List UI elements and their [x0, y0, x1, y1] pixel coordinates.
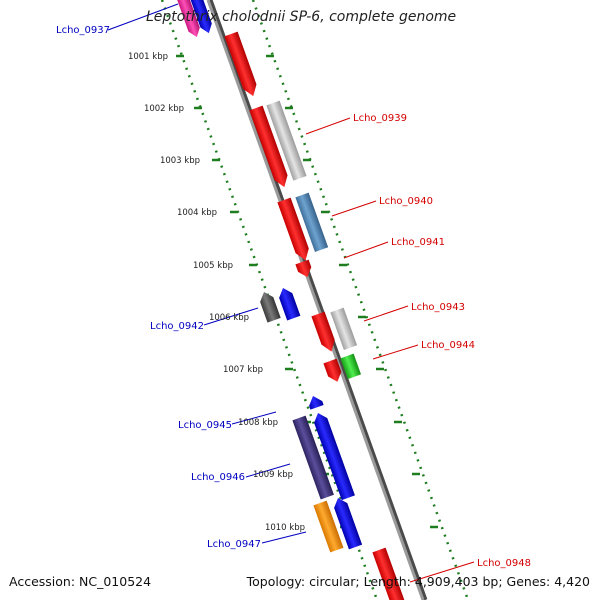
leader-lcho-0947	[261, 531, 307, 544]
gene-label-lcho-0937[interactable]: Lcho_0937	[56, 25, 110, 36]
leader-lcho-0944	[372, 344, 419, 360]
gene-lcho-0936-arrow[interactable]	[174, 0, 202, 39]
gene-label-lcho-0940[interactable]: Lcho_0940	[379, 196, 433, 207]
gene-arrows	[174, 0, 406, 600]
tick-label-1008: 1008 kbp	[238, 418, 278, 428]
leader-lcho-0948	[409, 561, 475, 583]
tick-label-1004: 1004 kbp	[177, 208, 217, 218]
leader-lcho-0946	[245, 463, 291, 478]
gene-blue-arrow-short[interactable]	[331, 496, 363, 550]
gene-label-lcho-0942[interactable]: Lcho_0942	[150, 321, 204, 332]
gene-label-lcho-0947[interactable]: Lcho_0947	[207, 539, 261, 550]
leader-lcho-0945	[231, 411, 277, 425]
leader-lcho-0941	[343, 241, 389, 259]
genome-title: Leptothrix cholodnii SP-6, complete geno…	[146, 9, 457, 25]
gene-label-lcho-0945[interactable]: Lcho_0945	[178, 420, 232, 431]
leader-lcho-0943	[363, 305, 409, 322]
gene-label-lcho-0939[interactable]: Lcho_0939	[353, 113, 407, 124]
tick-label-1002: 1002 kbp	[144, 104, 184, 114]
gene-lcho-0942-arrow-blue[interactable]	[276, 286, 301, 321]
gene-lcho-0946-arrow[interactable]	[292, 415, 334, 500]
gene-lcho-0942-arrow-grey[interactable]	[257, 290, 281, 323]
leader-lcho-0940	[331, 200, 377, 217]
tick-label-1007: 1007 kbp	[223, 365, 263, 375]
leader-lcho-0937	[107, 3, 179, 31]
gene-red-arrow-2[interactable]	[249, 105, 290, 190]
gene-label-lcho-0944[interactable]: Lcho_0944	[421, 340, 475, 351]
accession-text: Accession: NC_010524	[9, 574, 152, 589]
gene-label-lcho-0946[interactable]: Lcho_0946	[191, 472, 245, 483]
gene-red-arrow-3[interactable]	[277, 197, 312, 263]
tick-label-1009: 1009 kbp	[253, 470, 293, 480]
tick-label-1010: 1010 kbp	[265, 523, 305, 533]
tick-label-1006: 1006 kbp	[209, 313, 249, 323]
leader-lcho-0939	[305, 117, 351, 135]
gene-lcho-0939-arrow[interactable]	[266, 100, 307, 181]
gene-label-lcho-0948[interactable]: Lcho_0948	[477, 558, 531, 569]
gene-lcho-0948-arrow[interactable]	[372, 547, 406, 600]
tick-label-1003: 1003 kbp	[160, 156, 200, 166]
topology-text: Topology: circular; Length: 4,909,403 bp…	[246, 574, 590, 589]
gene-red-arrow-4[interactable]	[311, 311, 338, 354]
tick-label-1005: 1005 kbp	[193, 261, 233, 271]
backbone-line	[206, 0, 425, 600]
leader-lcho-0942	[203, 307, 259, 326]
gene-lcho-0947-arrow[interactable]	[313, 500, 344, 553]
backbone-shadow	[207, 0, 428, 600]
gene-red-arrow-1[interactable]	[224, 31, 259, 99]
gene-label-lcho-0941[interactable]: Lcho_0941	[391, 237, 445, 248]
gene-lcho-0941-arrow[interactable]	[295, 259, 314, 280]
scale-tick-labels: 1001 kbp 1002 kbp 1003 kbp 1004 kbp 1005…	[128, 52, 305, 533]
label-leaders	[107, 3, 475, 583]
gene-lcho-0945-arrow[interactable]	[306, 394, 324, 410]
gene-blue-arrow-long[interactable]	[311, 411, 355, 501]
gene-red-arrow-5[interactable]	[323, 358, 344, 384]
gene-lcho-0940-arrow[interactable]	[295, 192, 329, 252]
gene-lcho-0937-arrow[interactable]	[186, 0, 214, 35]
gene-lcho-0943-arrow[interactable]	[330, 307, 358, 351]
gene-labels: Lcho_0937 Lcho_0939 Lcho_0940 Lcho_0941 …	[56, 25, 531, 569]
gene-lcho-0944-arrow[interactable]	[340, 353, 362, 380]
gene-label-lcho-0943[interactable]: Lcho_0943	[411, 302, 465, 313]
scale-ticks-outer	[266, 54, 438, 529]
tick-label-1001: 1001 kbp	[128, 52, 168, 62]
